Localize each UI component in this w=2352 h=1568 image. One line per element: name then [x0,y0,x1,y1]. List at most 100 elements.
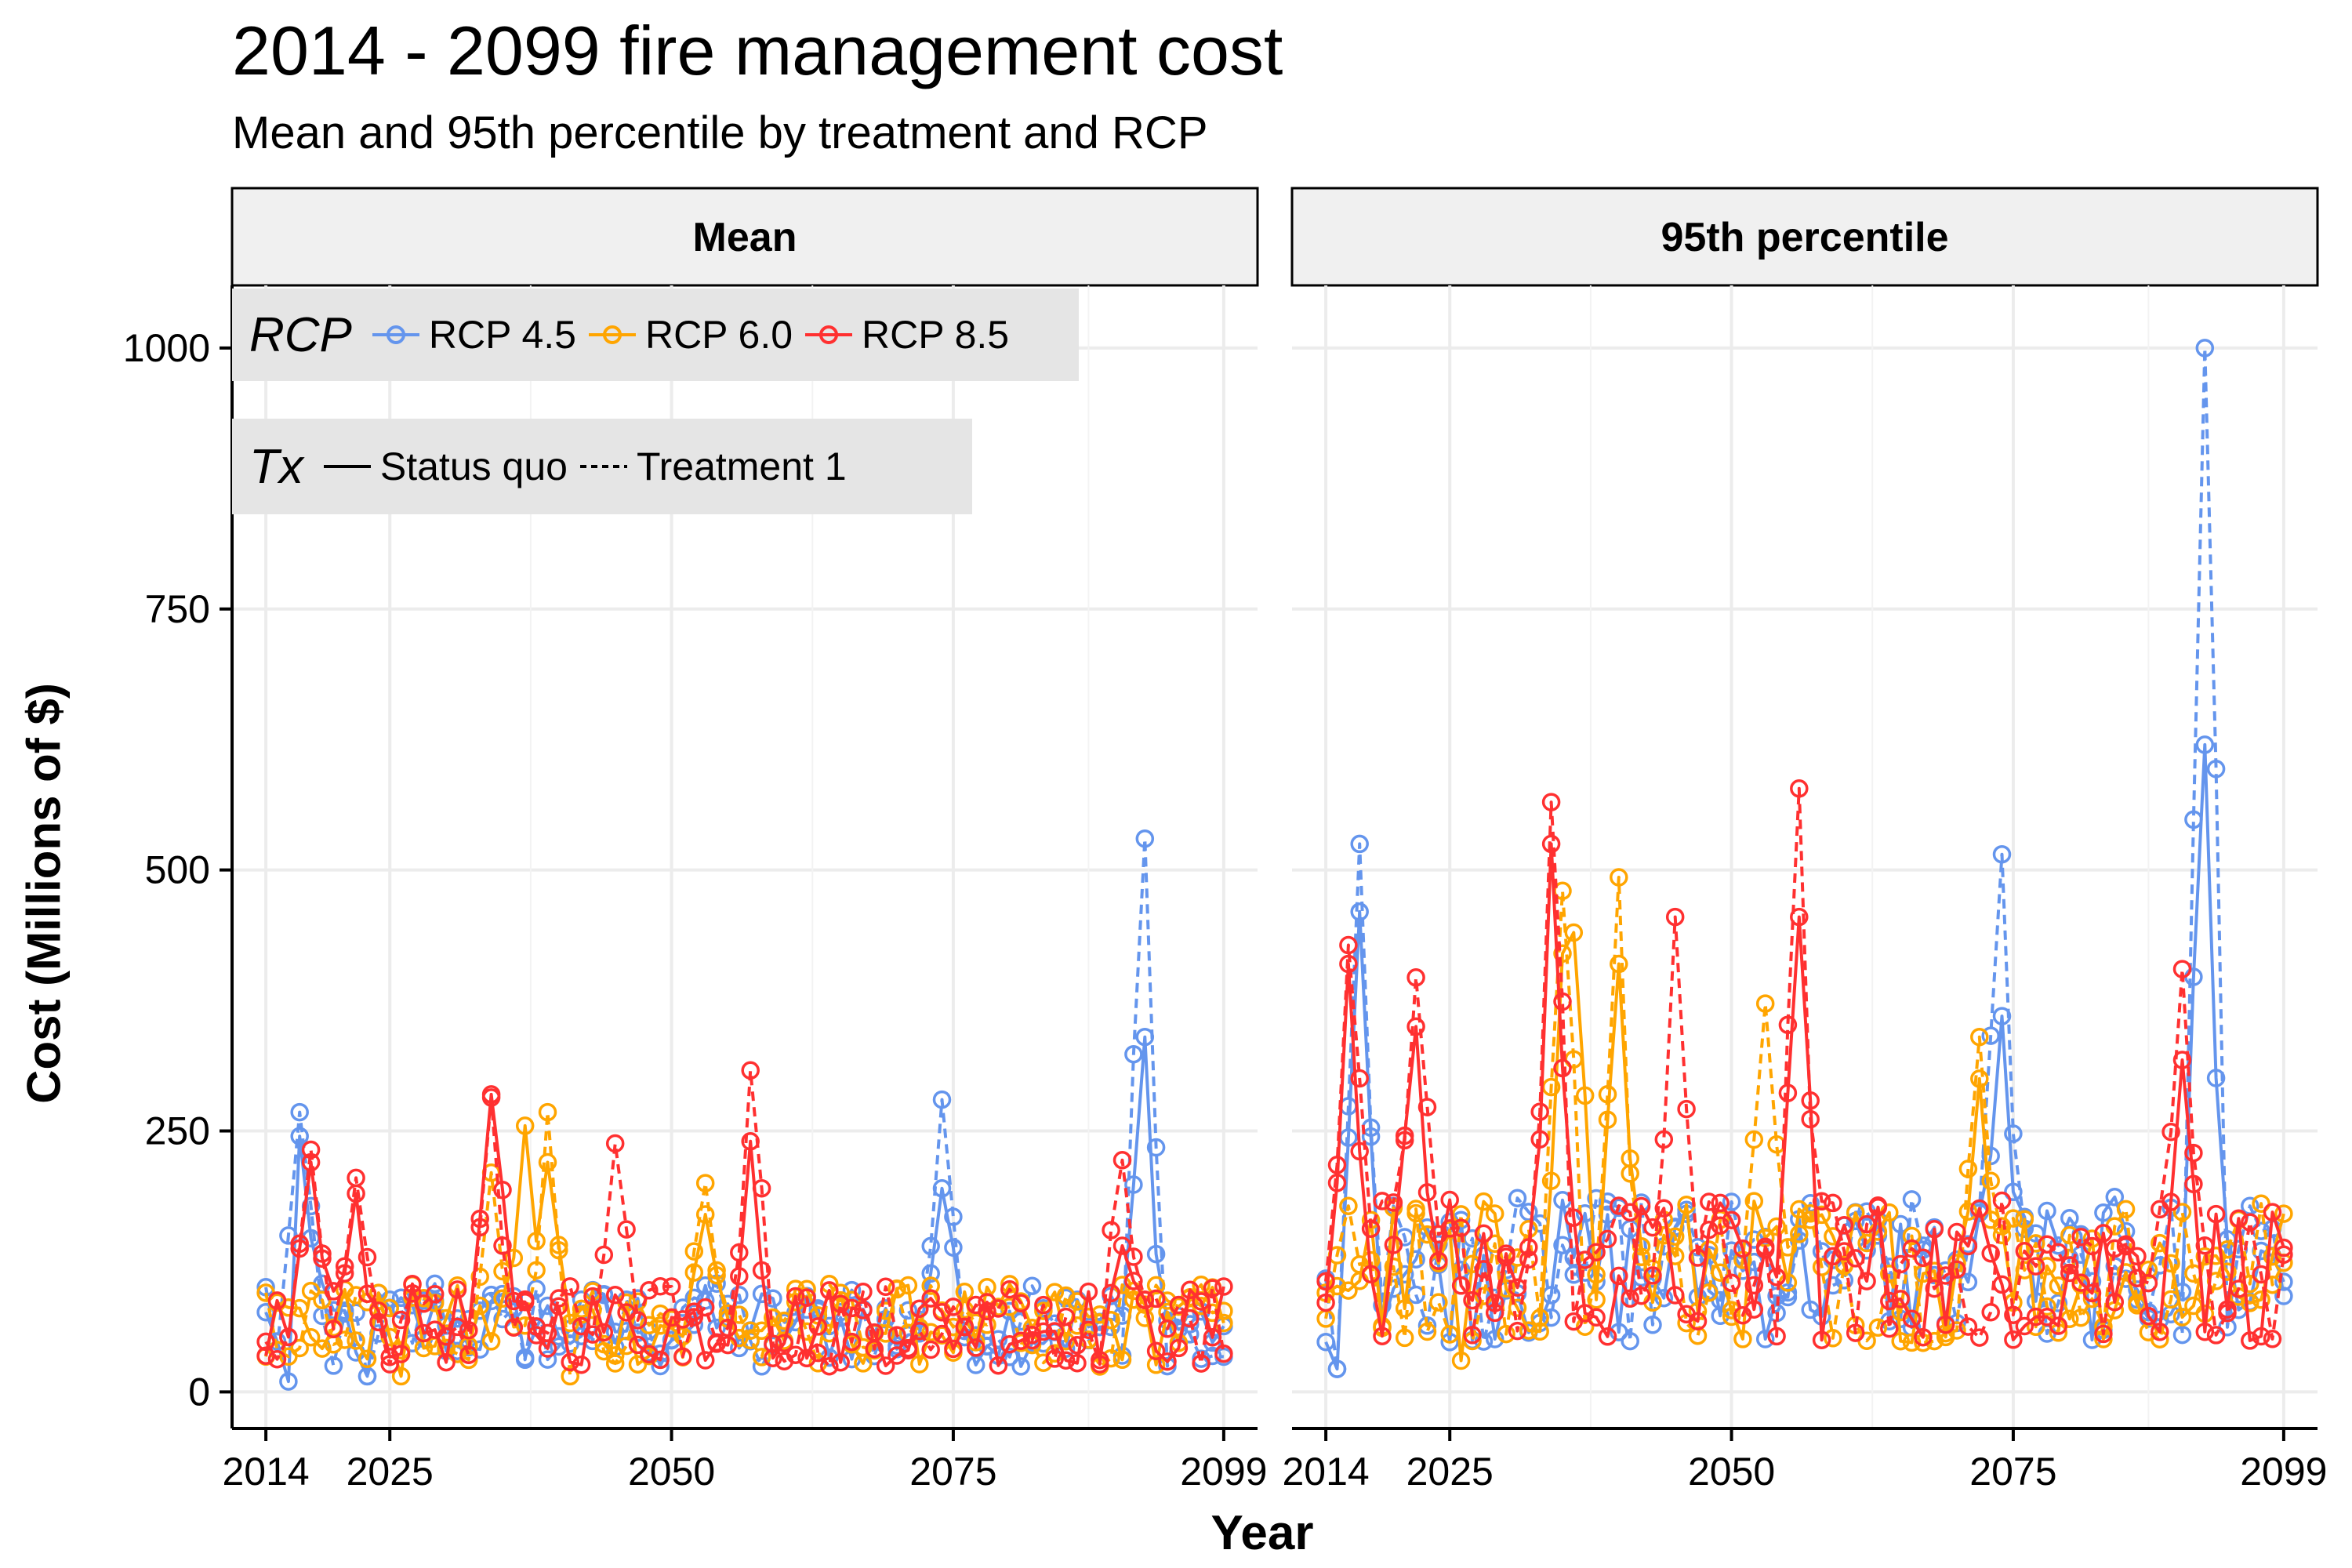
data-point [2229,1209,2249,1228]
data-point [1530,1308,1549,1327]
data-point [1902,1239,1922,1258]
data-point [1902,1309,1922,1328]
data-point [1598,1229,1617,1249]
data-point [2105,1188,2125,1207]
data-point [684,1308,704,1327]
data-point [651,1350,670,1370]
data-point [335,1330,354,1349]
data-point [1722,1192,1741,1211]
data-point [1553,1058,1572,1078]
data-point [1992,1225,2012,1245]
data-point [1384,1193,1403,1212]
data-point [347,1168,365,1188]
data-point [2082,1236,2102,1256]
data-point [1744,1192,1764,1210]
data-point [1146,1341,1166,1361]
data-point [2206,760,2226,779]
data-point [1947,1222,1966,1242]
data-point [2004,1209,2023,1228]
data-point [1812,1192,1831,1211]
data-point [1045,1283,1065,1301]
legend-rcp-title: RCP [249,307,352,362]
data-point [1079,1320,1098,1339]
data-point [944,1298,963,1316]
data-point [1497,1324,1515,1344]
data-point [1824,1329,1842,1348]
data-point [1384,1236,1403,1254]
data-point [1091,1355,1109,1374]
data-point [989,1356,1008,1375]
data-point [876,1356,895,1375]
data-point [515,1290,535,1309]
data-point [978,1316,996,1334]
data-point [1011,1294,1030,1313]
data-point [572,1355,591,1374]
data-point [2015,1210,2034,1229]
data-point [1587,1265,1606,1284]
data-point [1056,1307,1076,1327]
data-point [955,1317,975,1337]
legend-key-solid-line [323,465,371,468]
data-point [2218,1304,2237,1323]
data-point [1519,1250,1538,1269]
data-point [504,1291,524,1311]
data-point [1700,1192,1719,1211]
data-point [1135,829,1155,848]
data-point [718,1335,738,1355]
data-point [1440,1219,1459,1238]
data-point [865,1339,884,1359]
data-point [470,1209,489,1229]
data-point [1440,1190,1459,1210]
data-point [786,1345,805,1364]
data-point [1733,1305,1752,1325]
data-point [347,1303,365,1323]
data-point [1124,1290,1143,1309]
data-point [605,1134,625,1153]
data-point [1755,1240,1775,1259]
x-tick-label: 2099 [2240,1450,2327,1494]
data-point [1169,1338,1189,1358]
data-point [752,1284,771,1304]
data-point [1564,1312,1584,1331]
data-point [1350,902,1369,921]
data-point [1339,935,1358,955]
data-point [2274,1204,2293,1223]
data-point [2060,1263,2079,1283]
data-point [1958,1317,1978,1336]
data-point [1654,1130,1674,1149]
data-point [2004,1124,2023,1143]
data-point [2094,1324,2113,1344]
data-point [1530,1322,1549,1341]
data-point [1812,1205,1831,1225]
data-point [695,1298,715,1317]
data-point [2116,1200,2136,1219]
data-point [1485,1303,1504,1323]
data-point [1192,1354,1210,1373]
data-point [1451,1351,1471,1370]
data-point [1034,1353,1053,1372]
data-point [1485,1330,1504,1348]
data-point [1214,1344,1233,1363]
data-point [684,1288,704,1308]
data-point [910,1299,929,1318]
data-point [538,1102,557,1122]
data-point [1553,992,1572,1011]
legend-item-rcp85: RCP 8.5 [804,312,1009,358]
data-point [2038,1308,2056,1327]
data-point [1485,1204,1504,1223]
data-point [605,1354,625,1373]
data-point [876,1277,895,1297]
data-point [2026,1307,2045,1327]
data-point [1203,1279,1222,1298]
data-point [1598,1327,1617,1346]
data-point [1744,1130,1764,1149]
data-point [1000,1279,1019,1299]
x-tick-label: 2075 [1969,1450,2056,1494]
data-point [1102,1221,1120,1240]
data-point [1914,1248,1933,1268]
data-point [538,1350,557,1369]
data-point [550,1236,568,1254]
data-point [1914,1327,1933,1347]
data-point [2161,1254,2180,1273]
data-point [2206,1204,2226,1224]
